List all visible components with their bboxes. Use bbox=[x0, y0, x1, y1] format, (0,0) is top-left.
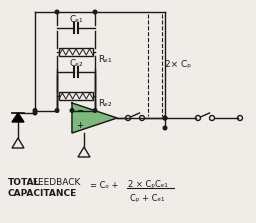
Circle shape bbox=[163, 116, 167, 120]
Text: 2 × CₚCₑ₁: 2 × CₚCₑ₁ bbox=[128, 180, 168, 189]
Text: −: − bbox=[77, 106, 83, 115]
Text: Rₑ₁: Rₑ₁ bbox=[98, 56, 112, 64]
Polygon shape bbox=[72, 103, 117, 133]
Text: TOTAL: TOTAL bbox=[8, 178, 40, 187]
Text: +: + bbox=[77, 121, 83, 130]
Text: Rₑ₂: Rₑ₂ bbox=[98, 99, 112, 109]
Text: Cₚ + Cₑ₁: Cₚ + Cₑ₁ bbox=[130, 194, 164, 203]
Text: CAPACITANCE: CAPACITANCE bbox=[8, 189, 77, 198]
Circle shape bbox=[93, 109, 97, 112]
Text: = Cₒ +: = Cₒ + bbox=[90, 182, 118, 190]
Circle shape bbox=[70, 109, 74, 112]
Circle shape bbox=[55, 109, 59, 112]
Text: Cₑ₂: Cₑ₂ bbox=[69, 58, 83, 68]
Text: FEEDBACK: FEEDBACK bbox=[30, 178, 80, 187]
Bar bbox=[59, 92, 93, 100]
Text: 2× Cₚ: 2× Cₚ bbox=[165, 60, 191, 70]
Circle shape bbox=[55, 10, 59, 14]
Text: Cₑ₁: Cₑ₁ bbox=[69, 14, 83, 23]
Circle shape bbox=[163, 126, 167, 130]
Bar bbox=[59, 48, 93, 56]
Circle shape bbox=[33, 111, 37, 115]
Circle shape bbox=[93, 10, 97, 14]
Circle shape bbox=[33, 109, 37, 112]
Polygon shape bbox=[12, 113, 24, 122]
Circle shape bbox=[163, 116, 167, 120]
